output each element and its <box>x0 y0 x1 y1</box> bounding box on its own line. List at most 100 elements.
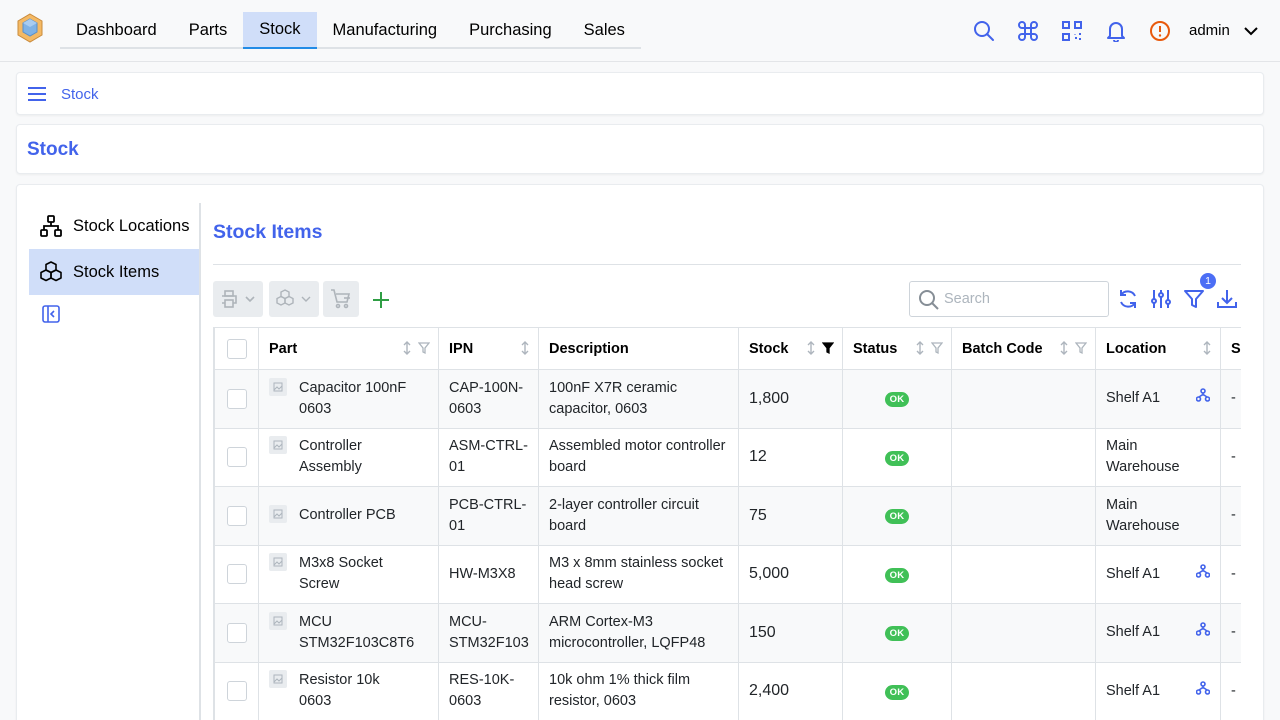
active-filter-icon[interactable] <box>822 341 834 355</box>
page-title-card: Stock <box>16 124 1264 174</box>
table-row[interactable]: Resistor 10k 0603 RES-10K- 0603 10k ohm 1%… <box>214 661 1241 720</box>
status-cell: OK <box>842 369 952 429</box>
column-header-s[interactable]: S <box>1220 327 1241 370</box>
sidebar-item-stock-locations[interactable]: Stock Locations <box>29 203 201 249</box>
search-input[interactable] <box>944 282 1104 316</box>
part-name: Resistor 10k 0603 <box>299 672 380 710</box>
table-row[interactable]: Capacitor 100nF 0603 CAP-100N- 0603 100nF … <box>214 369 1241 429</box>
batch-code-cell <box>951 661 1096 720</box>
row-checkbox[interactable] <box>226 505 247 526</box>
description-cell: M3 x 8mm stainless socket head screw <box>538 544 739 604</box>
bell-icon[interactable] <box>1105 20 1127 42</box>
refresh-icon[interactable] <box>1117 288 1139 310</box>
status-badge: OK <box>884 392 910 408</box>
location-cell[interactable]: Main Warehouse <box>1095 427 1221 487</box>
qrcode-icon[interactable] <box>1061 20 1083 42</box>
nav-tab-stock[interactable]: Stock <box>243 12 317 49</box>
sitemap-icon[interactable] <box>1195 680 1211 702</box>
nav-tab-parts[interactable]: Parts <box>188 21 228 39</box>
sort-icon[interactable] <box>915 341 925 355</box>
sort-icon[interactable] <box>520 341 530 355</box>
status-badge: OK <box>884 626 910 642</box>
stock-cell: 5,000 <box>738 544 843 604</box>
column-header-location[interactable]: Location <box>1095 327 1221 370</box>
sort-icon[interactable] <box>1202 341 1212 355</box>
nav-tab-sales[interactable]: Sales <box>583 21 625 39</box>
row-checkbox[interactable] <box>226 388 247 409</box>
status-badge: OK <box>884 684 910 700</box>
sort-icon[interactable] <box>402 341 412 355</box>
table-row[interactable]: Controller Assembly ASM-CTRL- 01 Assembled… <box>214 427 1241 487</box>
print-menu-button[interactable] <box>213 281 263 317</box>
image-placeholder-icon <box>269 436 287 455</box>
table-row[interactable]: M3x8 Socket Screw HW-M3X8 M3 x 8mm stainl… <box>214 544 1241 604</box>
part-cell[interactable]: M3x8 Socket Screw <box>258 544 439 604</box>
table-row[interactable]: MCU STM32F103C8T6 MCU- STM32F103 ARM Corte… <box>214 603 1241 663</box>
sidebar: Stock Locations Stock Items <box>29 203 201 295</box>
plus-icon[interactable] <box>369 288 393 312</box>
location-cell[interactable]: Shelf A1 <box>1095 544 1221 604</box>
alert-circle-icon[interactable] <box>1149 20 1171 42</box>
sitemap-icon[interactable] <box>1195 388 1211 409</box>
inventree-logo-icon[interactable] <box>17 13 43 43</box>
sidebar-item-stock-items[interactable]: Stock Items <box>29 249 201 295</box>
column-header-status[interactable]: Status <box>842 327 952 370</box>
status-cell: OK <box>842 661 952 720</box>
collapse-sidebar-icon[interactable] <box>41 304 61 324</box>
nav-tab-manufacturing[interactable]: Manufacturing <box>332 21 438 39</box>
row-checkbox[interactable] <box>226 681 247 702</box>
column-label: Part <box>269 340 298 357</box>
table-row[interactable]: Controller PCB PCB-CTRL- 01 2-layer contr… <box>214 486 1241 546</box>
column-filter-icon[interactable] <box>931 341 943 355</box>
column-label: Location <box>1106 340 1167 357</box>
user-menu-name[interactable]: admin <box>1189 22 1230 39</box>
part-cell[interactable]: Capacitor 100nF 0603 <box>258 369 439 429</box>
column-label: Status <box>853 340 898 357</box>
column-header-batch-code[interactable]: Batch Code <box>951 327 1096 370</box>
row-checkbox[interactable] <box>226 564 247 585</box>
location-cell[interactable]: Shelf A1 <box>1095 369 1221 429</box>
nav-tab-dashboard[interactable]: Dashboard <box>76 21 157 39</box>
search-field[interactable] <box>909 281 1109 317</box>
sort-icon[interactable] <box>806 341 816 355</box>
location-cell[interactable]: Shelf A1 <box>1095 603 1221 663</box>
sitemap-icon[interactable] <box>1195 622 1211 643</box>
row-select-cell <box>214 661 259 720</box>
s-cell: - <box>1220 603 1241 663</box>
nav-tab-purchasing[interactable]: Purchasing <box>469 21 552 39</box>
adjustments-icon[interactable] <box>1150 288 1172 310</box>
column-filter-icon[interactable] <box>418 341 430 355</box>
breadcrumb-bar: Stock <box>16 72 1264 115</box>
part-cell[interactable]: MCU STM32F103C8T6 <box>258 603 439 663</box>
search-icon[interactable] <box>973 20 995 42</box>
column-filter-icon[interactable] <box>1075 341 1087 355</box>
sitemap-icon[interactable] <box>1195 563 1211 585</box>
column-header-ipn[interactable]: IPN <box>438 327 539 370</box>
part-cell[interactable]: Controller PCB <box>258 486 439 546</box>
row-checkbox[interactable] <box>226 622 247 643</box>
stock-actions-button[interactable] <box>269 281 319 317</box>
part-cell[interactable]: Controller Assembly <box>258 427 439 487</box>
column-label: Stock <box>749 340 789 357</box>
filter-icon[interactable] <box>1183 288 1205 310</box>
s-cell: - <box>1220 486 1241 546</box>
column-header-part[interactable]: Part <box>258 327 439 370</box>
command-icon[interactable] <box>1017 20 1039 42</box>
breadcrumb-stock[interactable]: Stock <box>61 86 99 103</box>
part-cell[interactable]: Resistor 10k 0603 <box>258 661 439 720</box>
stock-cell: 1,800 <box>738 369 843 429</box>
download-icon[interactable] <box>1216 288 1238 310</box>
column-header-stock[interactable]: Stock <box>738 327 843 370</box>
row-checkbox[interactable] <box>226 447 247 468</box>
chevron-down-icon[interactable] <box>1243 24 1259 38</box>
location-cell[interactable]: Shelf A1 <box>1095 661 1221 720</box>
select-all-header <box>214 327 259 370</box>
add-to-cart-button[interactable] <box>323 281 359 317</box>
sort-icon[interactable] <box>1059 341 1069 355</box>
top-header: Dashboard Parts Stock Manufacturing Purc… <box>0 0 1280 62</box>
page-title: Stock <box>27 139 79 160</box>
column-header-description[interactable]: Description <box>538 327 739 370</box>
select-all-checkbox[interactable] <box>226 338 247 359</box>
location-cell[interactable]: Main Warehouse <box>1095 486 1221 546</box>
menu-icon[interactable] <box>27 86 47 102</box>
